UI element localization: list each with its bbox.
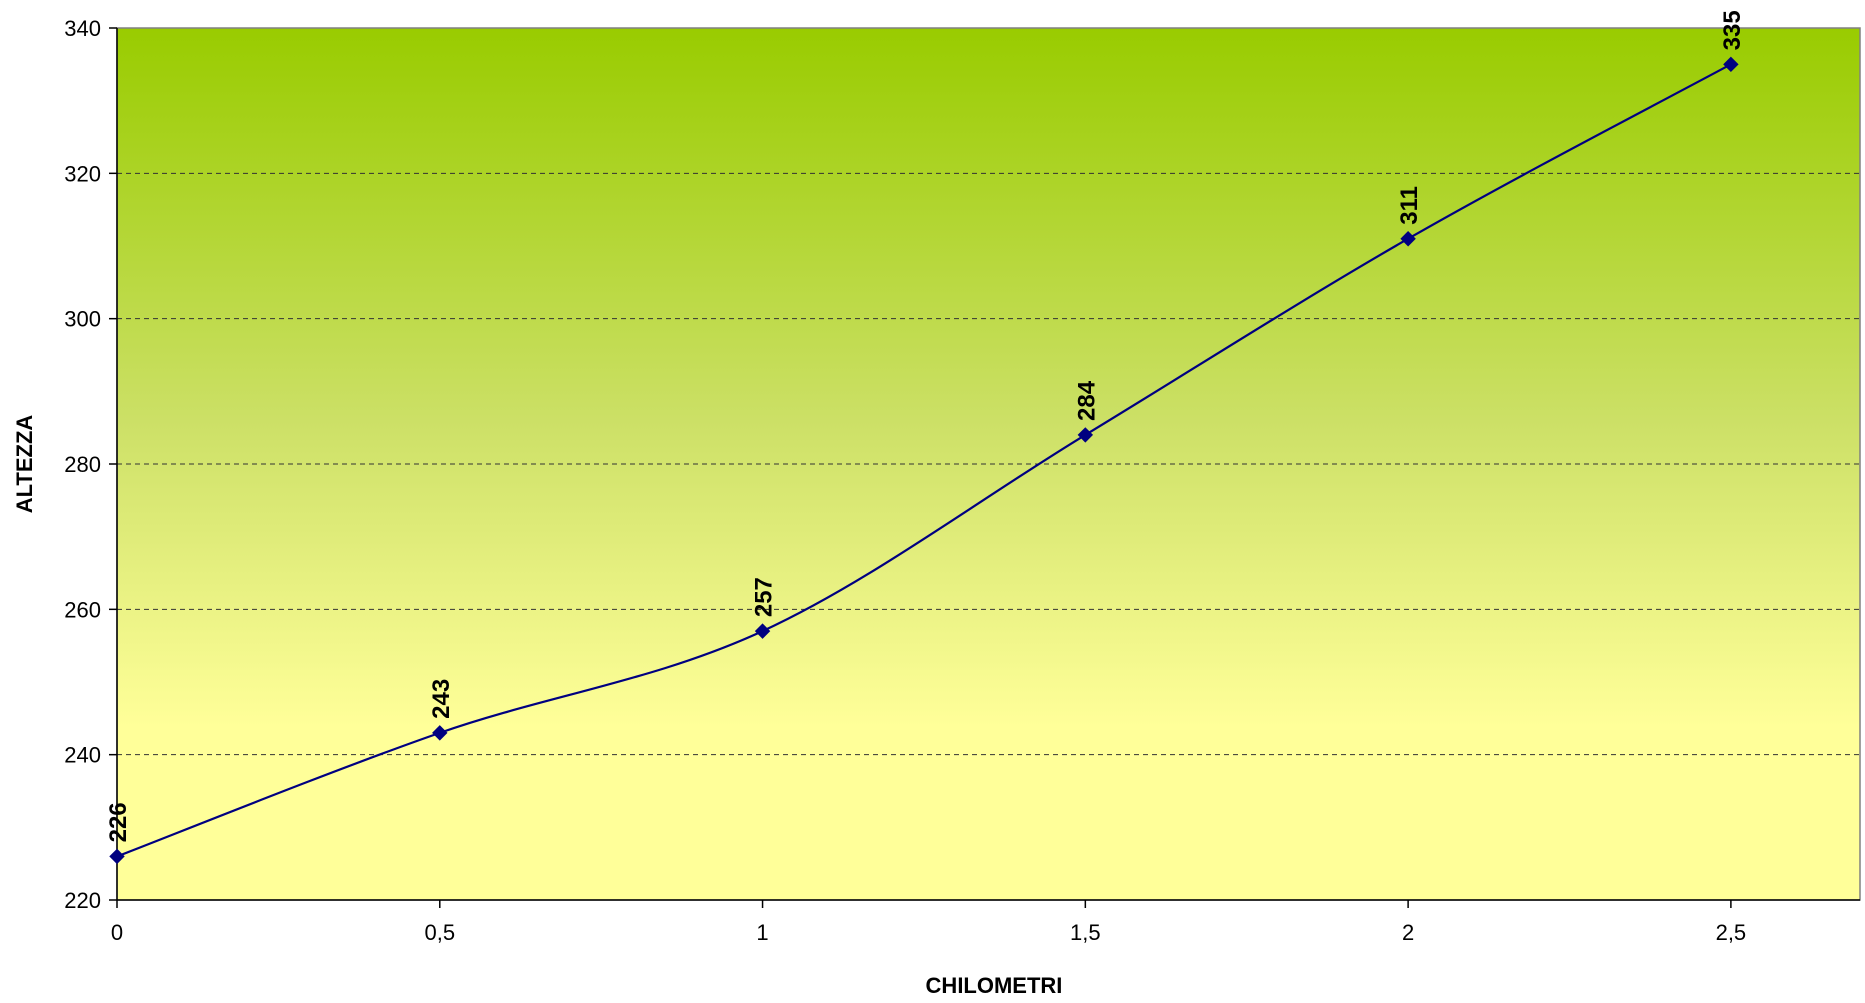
- x-axis-title: CHILOMETRI: [926, 973, 1063, 998]
- data-point-marker: [1723, 56, 1739, 73]
- gridlines: [117, 172, 1860, 756]
- x-tick-label: 2,5: [1716, 920, 1747, 945]
- series-line: [116, 63, 1732, 858]
- x-tick-label: 0: [111, 920, 123, 945]
- data-label: 311: [1396, 186, 1423, 225]
- data-point-marker: [109, 848, 125, 865]
- data-point-marker: [1400, 231, 1416, 247]
- data-label: 226: [105, 802, 132, 842]
- data-point-marker: [432, 725, 448, 741]
- y-tick-label: 340: [64, 16, 101, 41]
- data-labels: 226 243 257 284 311 335: [105, 10, 1746, 842]
- data-point-marker: [1077, 427, 1094, 443]
- data-label: 284: [1073, 380, 1100, 421]
- axes: 220 240 260 280 300 320 340 0 0,5 1 1,5 2 2,5: [64, 16, 1860, 945]
- x-tick-label: 1,5: [1070, 920, 1101, 945]
- data-label: 257: [751, 577, 778, 617]
- y-axis-title: ALTEZZA: [12, 415, 37, 514]
- series-layer: [109, 56, 1739, 865]
- y-tick-label: 300: [64, 307, 101, 332]
- y-tick-label: 220: [64, 888, 101, 913]
- y-tick-label: 280: [64, 452, 101, 477]
- x-tick-label: 2: [1402, 920, 1414, 945]
- y-tick-label: 320: [64, 161, 101, 186]
- data-label: 335: [1719, 10, 1746, 50]
- data-point-marker: [754, 623, 771, 639]
- data-label: 243: [428, 679, 455, 719]
- x-tick-label: 1: [756, 920, 768, 945]
- x-tick-label: 0,5: [424, 920, 455, 945]
- y-tick-label: 240: [64, 743, 101, 768]
- y-tick-label: 260: [64, 597, 101, 622]
